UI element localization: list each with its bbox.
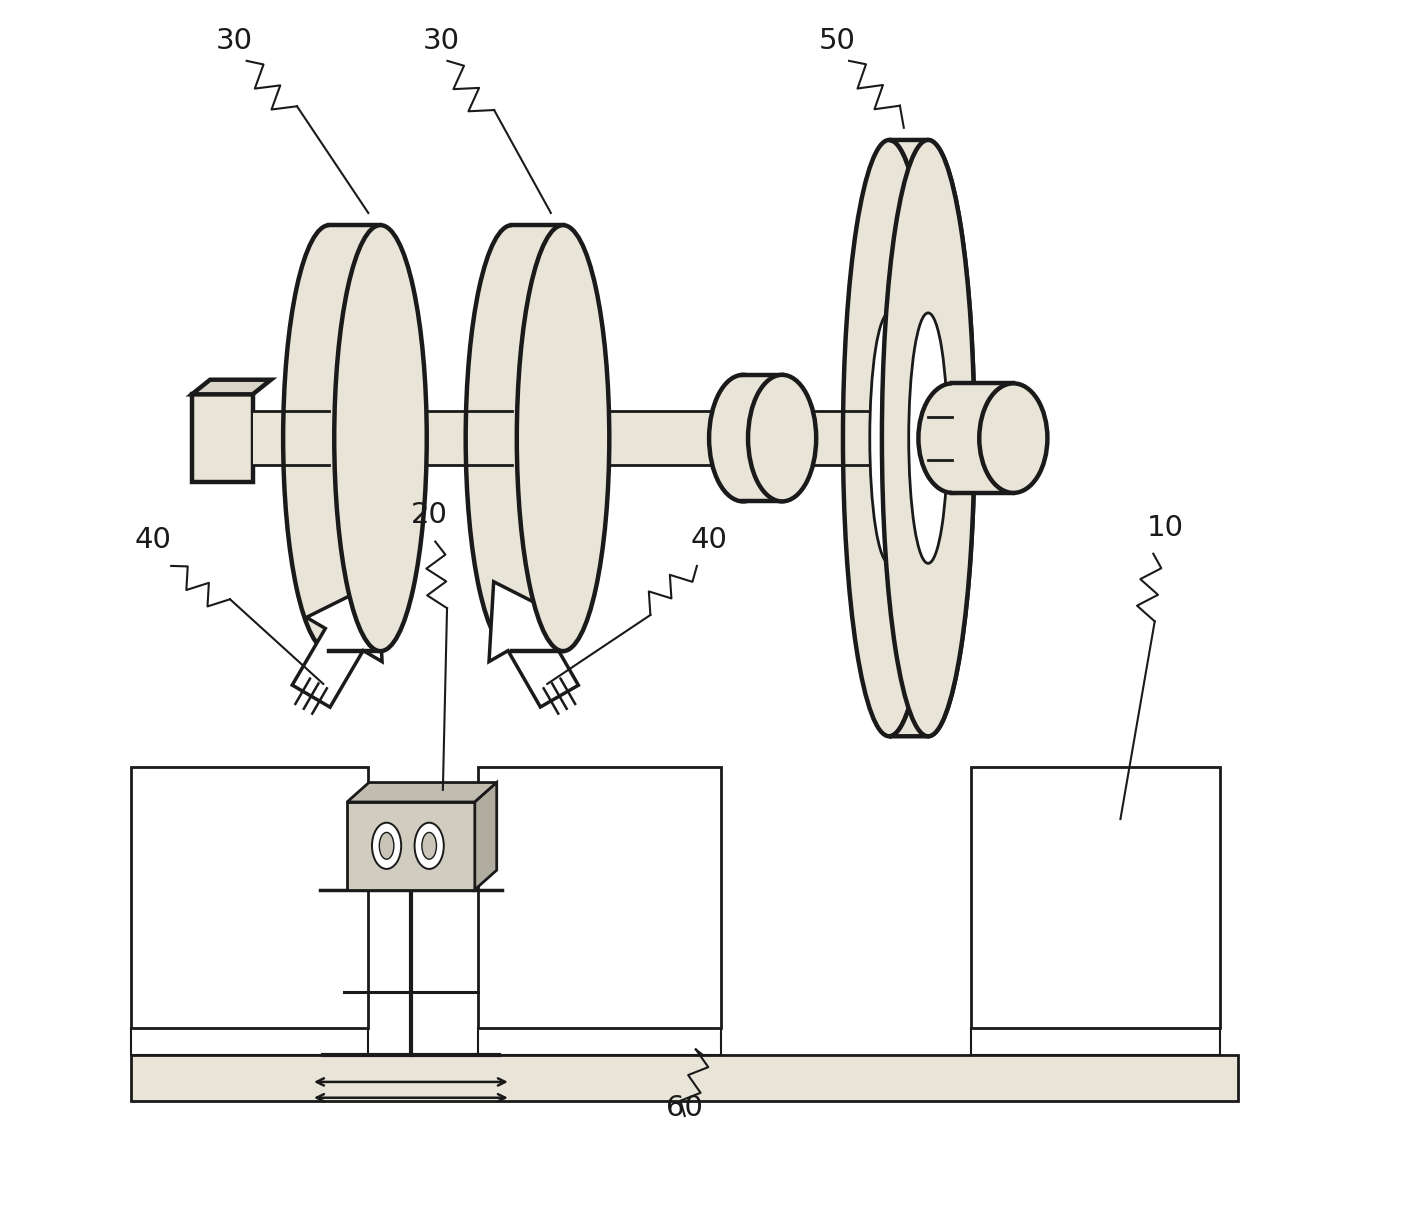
Ellipse shape bbox=[870, 313, 908, 563]
Ellipse shape bbox=[373, 823, 401, 869]
Ellipse shape bbox=[465, 225, 558, 651]
Text: 60: 60 bbox=[666, 1094, 703, 1122]
Text: 30: 30 bbox=[423, 27, 460, 55]
Polygon shape bbox=[292, 582, 382, 707]
Bar bbox=[131, 1055, 1239, 1101]
Bar bbox=[131, 1028, 368, 1055]
Polygon shape bbox=[489, 582, 578, 707]
Text: 10: 10 bbox=[1147, 514, 1184, 542]
Polygon shape bbox=[253, 411, 329, 465]
Bar bbox=[970, 1028, 1220, 1055]
Ellipse shape bbox=[517, 225, 609, 651]
Polygon shape bbox=[475, 783, 496, 890]
Ellipse shape bbox=[283, 225, 375, 651]
Ellipse shape bbox=[380, 832, 394, 859]
Polygon shape bbox=[928, 416, 952, 460]
Ellipse shape bbox=[748, 375, 815, 501]
Polygon shape bbox=[562, 411, 744, 465]
Polygon shape bbox=[889, 140, 974, 736]
Polygon shape bbox=[782, 411, 889, 465]
Polygon shape bbox=[744, 375, 782, 501]
Bar bbox=[478, 767, 721, 1028]
Ellipse shape bbox=[908, 313, 948, 563]
Ellipse shape bbox=[882, 140, 974, 736]
Ellipse shape bbox=[918, 383, 987, 493]
Ellipse shape bbox=[979, 383, 1047, 493]
Text: 30: 30 bbox=[217, 27, 253, 55]
Text: 40: 40 bbox=[135, 526, 172, 554]
Polygon shape bbox=[347, 783, 496, 802]
Ellipse shape bbox=[422, 832, 436, 859]
Polygon shape bbox=[512, 225, 562, 651]
Ellipse shape bbox=[844, 140, 935, 736]
Bar bbox=[478, 1028, 721, 1055]
Polygon shape bbox=[381, 411, 512, 465]
Ellipse shape bbox=[415, 823, 444, 869]
Bar bbox=[131, 767, 368, 1028]
Text: 50: 50 bbox=[818, 27, 855, 55]
Bar bbox=[191, 394, 253, 482]
Text: 20: 20 bbox=[411, 501, 447, 529]
Polygon shape bbox=[329, 225, 381, 651]
Bar bbox=[347, 802, 475, 890]
Ellipse shape bbox=[335, 225, 427, 651]
Polygon shape bbox=[191, 380, 271, 394]
Text: 40: 40 bbox=[690, 526, 727, 554]
Bar bbox=[970, 767, 1220, 1028]
Polygon shape bbox=[952, 383, 1014, 493]
Ellipse shape bbox=[709, 375, 778, 501]
